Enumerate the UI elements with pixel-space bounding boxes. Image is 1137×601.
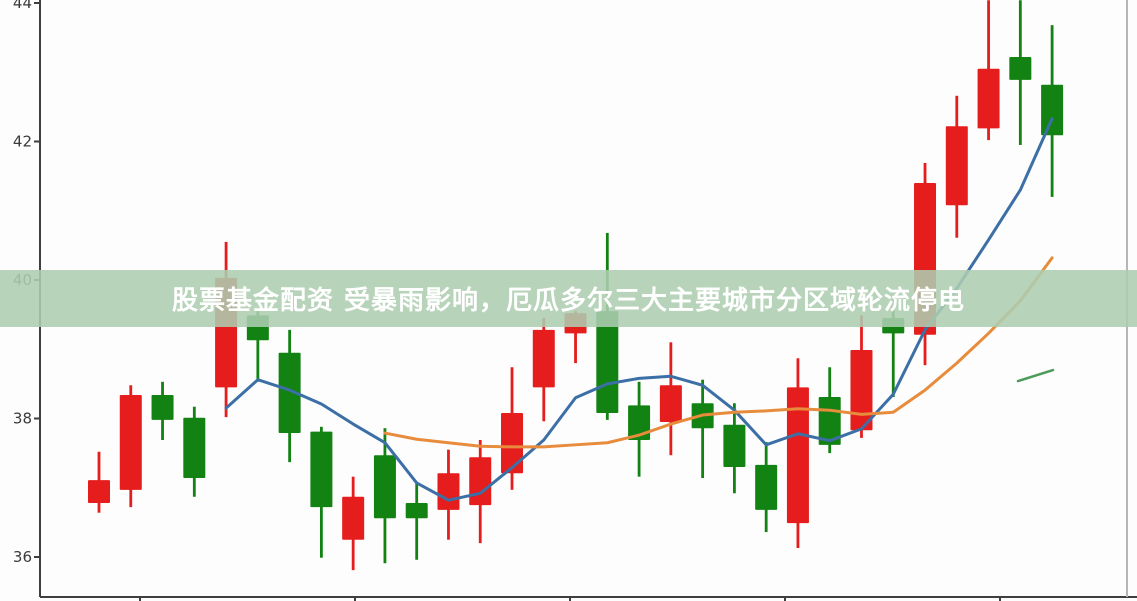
candle-wick-down	[256, 311, 260, 382]
ma-green-fragment	[1016, 368, 1055, 383]
candle-body-down	[278, 352, 301, 434]
candle-wick-up	[574, 311, 577, 364]
candle-body-up	[945, 126, 968, 206]
y-axis-label: 36	[13, 548, 32, 566]
candle-body-down	[373, 455, 396, 519]
candle-body-up	[532, 329, 555, 388]
candle-body-down	[310, 431, 333, 508]
candle-body-down	[628, 405, 651, 440]
y-axis-label: 42	[13, 133, 32, 151]
headline: 股票基金配资 受暴雨影响，厄瓜多尔三大主要城市分区域轮流停电	[171, 286, 966, 316]
candle-body-up	[501, 412, 524, 474]
candle-body-down	[1041, 84, 1064, 136]
candle-body-down	[183, 417, 206, 479]
candle-body-up	[786, 387, 809, 524]
candle-wick-down	[701, 379, 705, 479]
candle-wick-down	[891, 307, 895, 398]
candle-body-up	[977, 68, 1000, 129]
y-axis-label: 44	[13, 0, 32, 12]
candle-body-up	[88, 480, 110, 503]
candle-body-down	[723, 424, 746, 467]
news-banner: 股票基金配资 受暴雨影响，厄瓜多尔三大主要城市分区域轮流停电	[0, 270, 1137, 327]
candle-body-down	[755, 464, 778, 510]
candle-body-down	[151, 394, 174, 420]
candle-body-down	[405, 502, 428, 519]
candle-wick-down	[415, 482, 419, 560]
candle-body-up	[469, 457, 492, 506]
candle-body-up	[119, 394, 142, 490]
candle-body-up	[437, 473, 460, 510]
candle-body-down	[1009, 57, 1032, 80]
candle-body-up	[659, 385, 682, 422]
y-axis-label: 38	[13, 410, 32, 428]
ma-line-blue	[224, 117, 1054, 502]
ma-line-orange	[383, 256, 1054, 449]
candle-body-up	[342, 496, 365, 540]
candle-body-up	[850, 349, 873, 431]
